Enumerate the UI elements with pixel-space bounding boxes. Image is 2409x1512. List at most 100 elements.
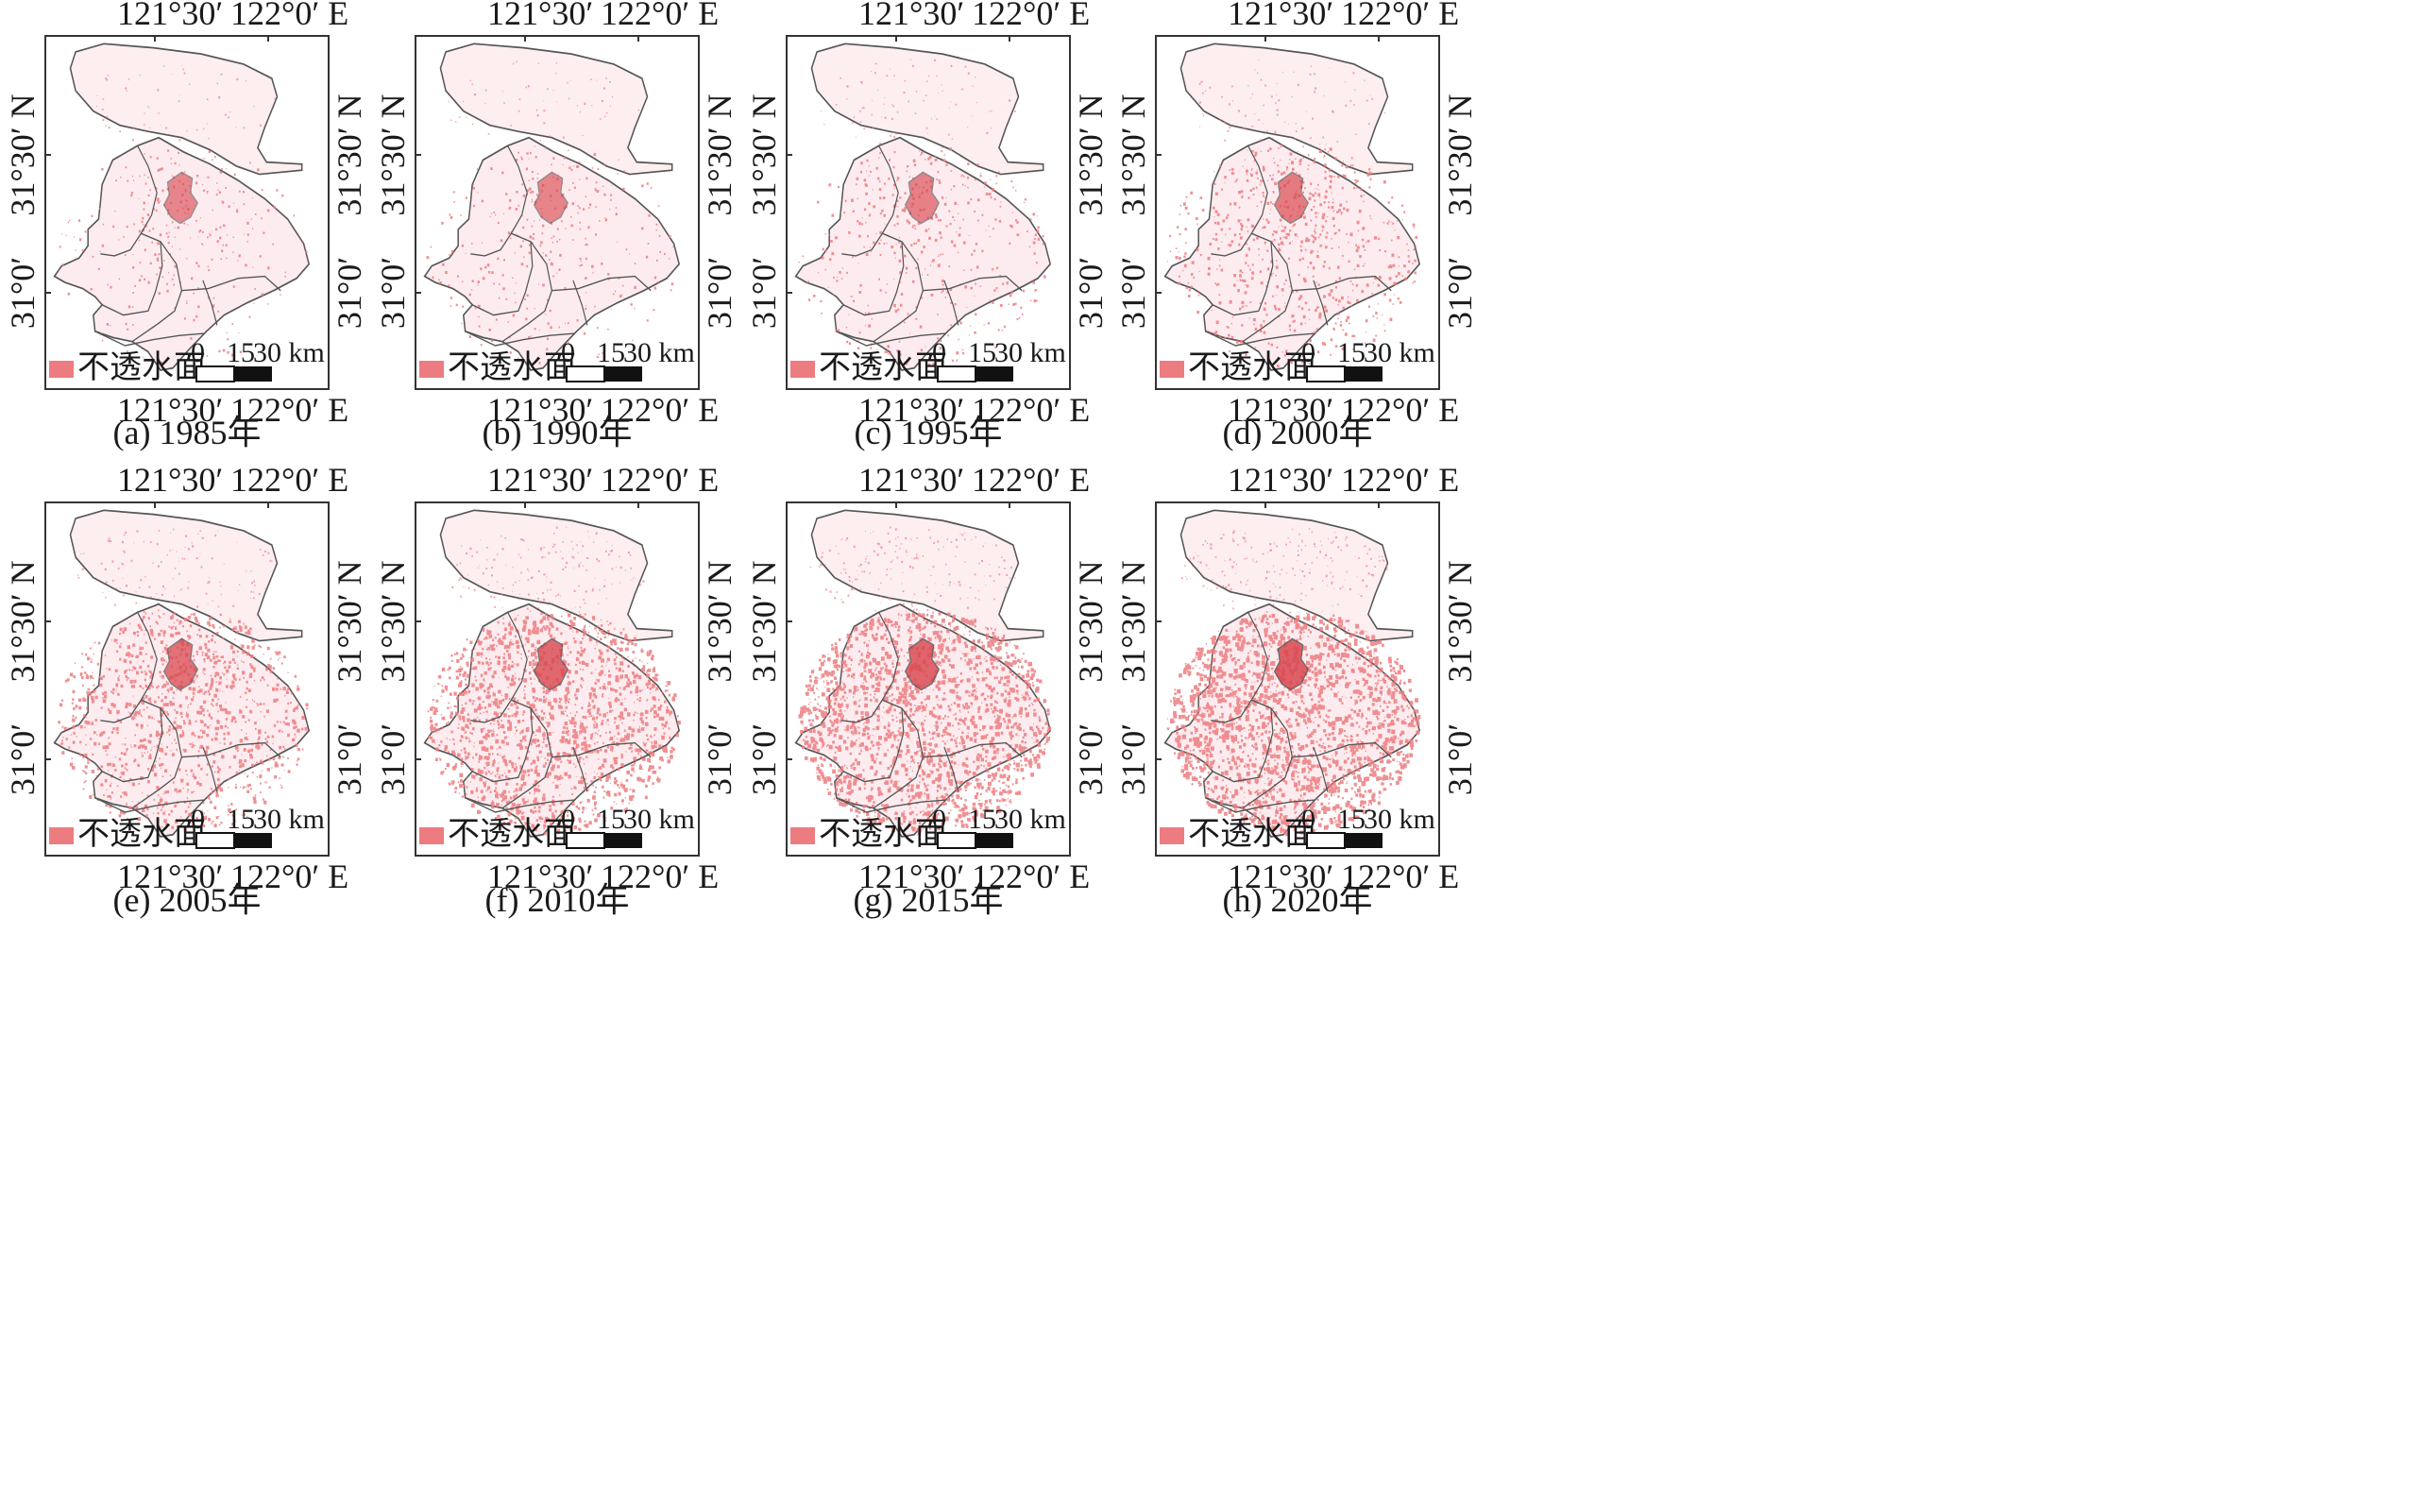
lat-tick-left-1: 31°30′ N bbox=[1114, 93, 1152, 215]
scale-tick-0: 0 bbox=[1301, 804, 1315, 835]
chongming-island bbox=[439, 42, 673, 176]
lat-tick-right-1: 31°30′ N bbox=[1072, 560, 1110, 682]
scale-tick-0: 0 bbox=[561, 804, 575, 835]
scale-tick-15: 15 bbox=[968, 337, 996, 368]
scale-tick-0: 0 bbox=[191, 337, 205, 368]
scale-tick-15: 15 bbox=[227, 804, 255, 835]
island-impervious bbox=[1180, 528, 1388, 614]
map-area bbox=[1163, 42, 1421, 371]
chongming-island bbox=[1179, 42, 1414, 176]
scale-tick-30km: 30 km bbox=[253, 804, 325, 835]
legend-swatch bbox=[419, 827, 444, 844]
lat-tick-right-1: 31°30′ N bbox=[701, 93, 738, 215]
scale-bar-black bbox=[1345, 833, 1383, 848]
lon-tick-bottom-1: 121°30′ bbox=[1228, 858, 1333, 895]
lat-tick-left-2: 31°0′ bbox=[745, 257, 783, 329]
lon-tick-top-1: 121°30′ bbox=[1228, 0, 1333, 32]
lon-tick-bottom-1: 121°30′ bbox=[858, 391, 964, 429]
scale-bar-white bbox=[195, 832, 235, 849]
lat-tick-left-1: 31°30′ N bbox=[1114, 560, 1152, 682]
lon-tick-top-2: 122°0′ E bbox=[230, 0, 348, 32]
urban-core bbox=[904, 637, 941, 691]
lon-tick-top-2: 122°0′ E bbox=[601, 0, 719, 32]
scale-bar-white bbox=[1306, 365, 1346, 382]
scale-tick-15: 15 bbox=[597, 337, 625, 368]
scale-bar-black bbox=[1345, 366, 1383, 382]
legend-label: 不透水面 bbox=[77, 350, 206, 385]
scale-bar-white bbox=[937, 365, 976, 382]
district-boundary bbox=[836, 331, 946, 347]
lon-tick-bottom-1: 121°30′ bbox=[117, 391, 223, 429]
panel-caption: (h) 2020年 bbox=[1223, 881, 1373, 919]
lon-tick-top-2: 122°0′ E bbox=[1341, 461, 1459, 499]
lat-tick-left-2: 31°0′ bbox=[4, 257, 42, 329]
district-boundary bbox=[94, 331, 205, 347]
lon-tick-bottom-1: 121°30′ bbox=[117, 858, 223, 895]
district-boundary bbox=[465, 331, 575, 347]
district-boundary bbox=[131, 756, 182, 809]
district-boundary bbox=[1270, 241, 1392, 292]
district-boundary bbox=[465, 797, 575, 813]
legend-label: 不透水面 bbox=[448, 350, 576, 385]
scale-tick-30km: 30 km bbox=[623, 804, 695, 835]
scale-tick-15: 15 bbox=[1337, 337, 1366, 368]
district-boundary bbox=[836, 797, 946, 813]
map-area bbox=[794, 42, 1052, 371]
district-boundary bbox=[530, 241, 652, 292]
map-area bbox=[1163, 509, 1421, 838]
district-boundary bbox=[1205, 331, 1315, 347]
urban-core bbox=[533, 171, 569, 225]
district-boundary bbox=[94, 797, 205, 813]
urban-core bbox=[162, 637, 199, 691]
lat-tick-left-1: 31°30′ N bbox=[745, 560, 783, 682]
lon-tick-bottom-2: 122°0′ E bbox=[972, 391, 1090, 429]
impervious-surface bbox=[58, 612, 309, 832]
urban-core bbox=[1273, 171, 1310, 225]
panel-caption: (f) 2010年 bbox=[485, 881, 630, 919]
district-boundary bbox=[943, 746, 959, 792]
lon-tick-top-2: 122°0′ E bbox=[1341, 0, 1459, 32]
chongming-island bbox=[69, 42, 303, 176]
urban-core bbox=[162, 171, 199, 225]
lat-tick-right-1: 31°30′ N bbox=[1441, 93, 1479, 215]
district-boundary bbox=[1242, 756, 1293, 809]
lon-tick-top-1: 121°30′ bbox=[487, 461, 593, 499]
scale-bar-black bbox=[975, 366, 1013, 382]
legend-swatch bbox=[1160, 827, 1184, 844]
district-boundary bbox=[100, 611, 158, 723]
lon-tick-top-2: 122°0′ E bbox=[230, 461, 348, 499]
lon-tick-top-1: 121°30′ bbox=[117, 461, 223, 499]
lon-tick-top-1: 121°30′ bbox=[117, 0, 223, 32]
panel-caption: (d) 2000年 bbox=[1223, 414, 1373, 451]
scale-tick-30km: 30 km bbox=[994, 804, 1066, 835]
lat-tick-left-1: 31°30′ N bbox=[374, 93, 412, 215]
scale-bar-white bbox=[566, 365, 605, 382]
district-boundary bbox=[470, 611, 528, 723]
map-area bbox=[53, 42, 311, 371]
scale-bar-black bbox=[234, 833, 272, 848]
district-boundary bbox=[841, 144, 899, 257]
lat-tick-right-2: 31°0′ bbox=[1072, 723, 1110, 795]
lat-tick-left-2: 31°0′ bbox=[4, 723, 42, 795]
lat-tick-left-2: 31°0′ bbox=[1114, 257, 1152, 329]
district-boundary bbox=[530, 707, 652, 758]
district-boundary bbox=[501, 756, 552, 809]
district-boundary bbox=[1211, 144, 1268, 257]
district-boundary bbox=[841, 611, 899, 723]
lat-tick-right-2: 31°0′ bbox=[701, 257, 738, 329]
district-boundary bbox=[1211, 611, 1268, 723]
map-area bbox=[423, 509, 681, 838]
lat-tick-left-1: 31°30′ N bbox=[745, 93, 783, 215]
legend-swatch bbox=[790, 827, 815, 844]
district-boundary bbox=[202, 746, 218, 792]
lon-tick-top-2: 122°0′ E bbox=[601, 461, 719, 499]
chongming-island bbox=[810, 42, 1044, 176]
lat-tick-right-1: 31°30′ N bbox=[331, 560, 368, 682]
panel-caption: (a) 1985年 bbox=[113, 414, 262, 451]
